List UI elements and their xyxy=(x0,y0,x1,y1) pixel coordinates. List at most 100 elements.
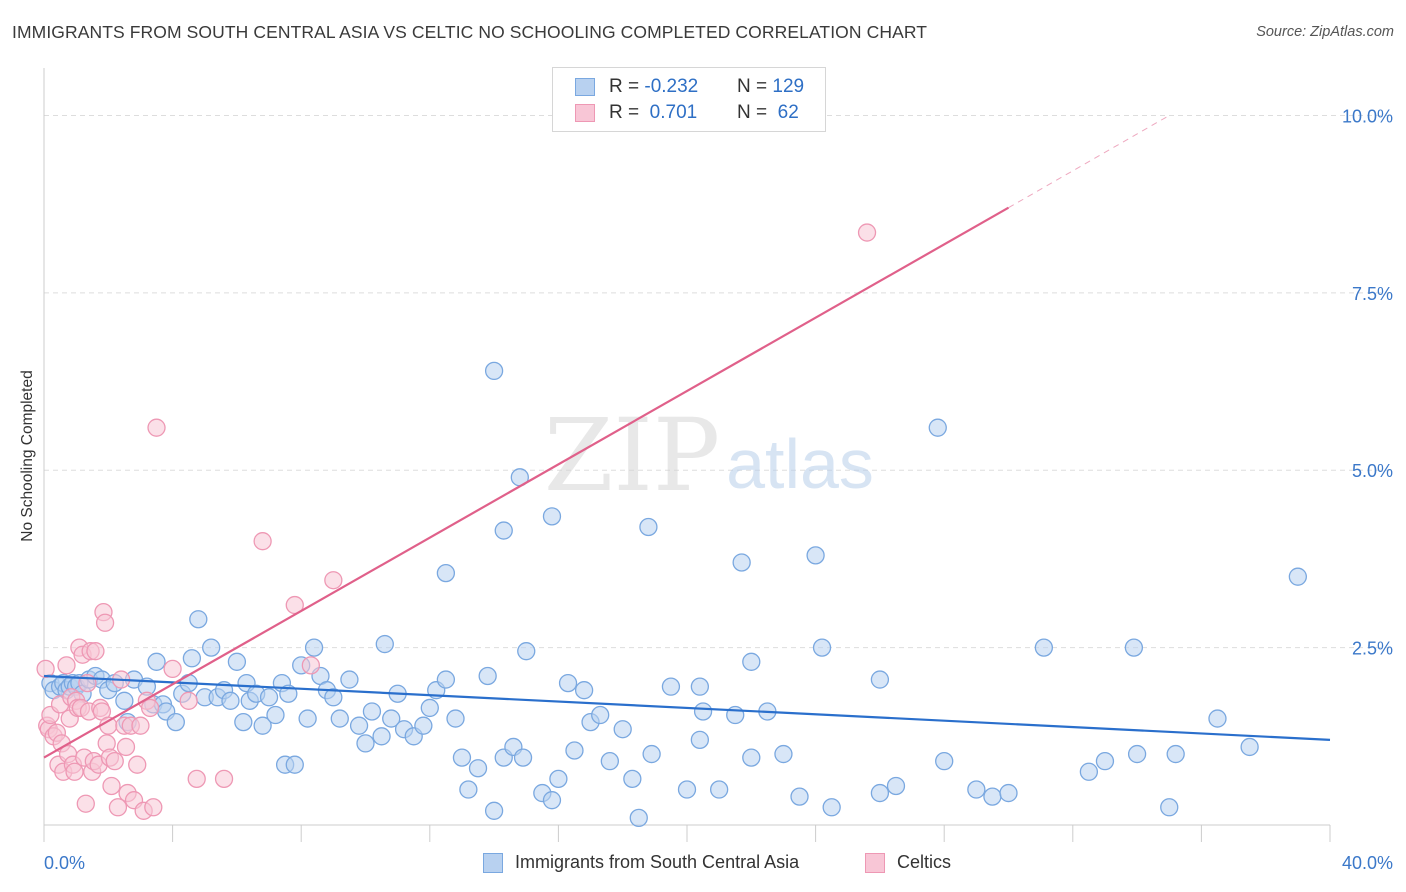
blue-point xyxy=(259,688,279,707)
pink-point xyxy=(65,762,84,781)
blue-point xyxy=(812,638,832,657)
correlation-legend: R = -0.232 N = 129 R = 0.701 N = 62 xyxy=(552,67,826,132)
blue-point xyxy=(1160,798,1179,817)
blue-point xyxy=(983,787,1002,806)
blue-point xyxy=(362,702,382,721)
blue-point xyxy=(710,780,729,799)
blue-point xyxy=(356,734,375,753)
blue-point xyxy=(414,716,433,735)
source-label: Source: ZipAtlas.com xyxy=(1256,24,1394,40)
legend-n-pink: N = 62 xyxy=(737,102,799,124)
blue-point xyxy=(513,748,533,767)
x-tick-label: 0.0% xyxy=(44,853,85,873)
legend-row-pink: R = 0.701 N = 62 xyxy=(575,100,799,126)
blue-point xyxy=(1208,709,1227,728)
pink-point xyxy=(301,656,320,675)
blue-point xyxy=(340,670,359,689)
blue-point xyxy=(806,546,825,565)
series-swatch-blue xyxy=(483,852,503,873)
pink-point xyxy=(857,223,877,242)
blue-point xyxy=(324,688,343,707)
blue-point xyxy=(517,642,536,661)
blue-point xyxy=(494,521,513,540)
pink-point xyxy=(36,659,55,679)
blue-point xyxy=(279,684,298,703)
blue-point xyxy=(928,418,947,437)
y-tick-label: 10.0% xyxy=(1342,106,1393,126)
blue-point xyxy=(452,748,472,767)
blue-point xyxy=(999,783,1018,803)
pink-point xyxy=(128,755,147,774)
blue-point xyxy=(234,712,253,732)
series-legend-label: Immigrants from South Central Asia xyxy=(515,852,800,872)
blue-point xyxy=(886,776,906,796)
pink-point xyxy=(140,698,160,718)
blue-point xyxy=(1079,762,1099,781)
legend-r-label: R = xyxy=(609,102,645,123)
blue-point xyxy=(446,709,465,728)
blue-point xyxy=(459,780,478,799)
blue-point xyxy=(298,709,317,728)
blue-point xyxy=(642,744,661,764)
blue-point xyxy=(221,691,240,710)
pink-point xyxy=(131,716,150,735)
pink-point xyxy=(86,642,105,661)
pink-point xyxy=(179,691,198,710)
pink-point xyxy=(187,769,206,789)
pink-point xyxy=(144,798,163,817)
pink-trend-line xyxy=(43,206,1010,759)
blue-point xyxy=(574,681,594,700)
blue-point xyxy=(1124,638,1144,657)
legend-n-label: N = xyxy=(737,76,773,97)
blue-point xyxy=(253,716,272,735)
legend-swatch-pink xyxy=(575,104,595,122)
blue-point xyxy=(1166,744,1185,764)
blue-point xyxy=(549,769,568,789)
legend-n-blue: N = 129 xyxy=(737,76,804,98)
blue-point xyxy=(1095,751,1115,771)
legend-r-pink: R = 0.701 xyxy=(609,102,737,124)
series-legend-item-blue: Immigrants from South Central Asia xyxy=(483,852,799,873)
blue-point xyxy=(436,670,456,689)
legend-r-value: -0.232 xyxy=(644,76,699,97)
legend-r-label: R = xyxy=(609,76,645,97)
blue-point xyxy=(166,712,185,732)
y-tick-label: 5.0% xyxy=(1352,461,1393,481)
blue-point xyxy=(285,755,304,774)
pink-point xyxy=(95,613,115,632)
blue-point xyxy=(591,705,610,725)
blue-point xyxy=(693,702,713,721)
blue-point xyxy=(227,652,247,671)
blue-point xyxy=(661,677,681,696)
legend-r-value: 0.701 xyxy=(644,102,698,123)
blue-point xyxy=(870,783,890,803)
blue-point xyxy=(182,649,202,668)
blue-point xyxy=(330,709,349,728)
pink-point xyxy=(108,798,128,817)
blue-point xyxy=(484,801,504,820)
blue-point xyxy=(542,507,562,526)
pink-point xyxy=(253,532,272,551)
blue-point xyxy=(1127,744,1147,764)
blue-point xyxy=(690,677,710,696)
legend-n-label: N = xyxy=(737,102,773,123)
series-legend-item-pink: Celtics xyxy=(865,852,951,873)
blue-point xyxy=(690,730,710,750)
blue-point xyxy=(565,741,584,760)
blue-point xyxy=(478,666,497,686)
pink-point xyxy=(214,769,234,789)
legend-row-blue: R = -0.232 N = 129 xyxy=(575,74,804,100)
blue-trend-line xyxy=(43,674,1331,741)
blue-point xyxy=(600,751,619,771)
blue-point xyxy=(420,698,439,718)
blue-point xyxy=(436,563,456,583)
legend-n-value: 62 xyxy=(772,102,799,123)
blue-point xyxy=(742,748,761,767)
blue-point xyxy=(349,716,369,735)
blue-point xyxy=(629,808,648,828)
legend-r-blue: R = -0.232 xyxy=(609,76,737,98)
x-tick-label: 40.0% xyxy=(1342,853,1393,873)
watermark-atlas: atlas xyxy=(726,425,874,503)
pink-point xyxy=(116,737,136,757)
blue-point xyxy=(935,751,954,771)
